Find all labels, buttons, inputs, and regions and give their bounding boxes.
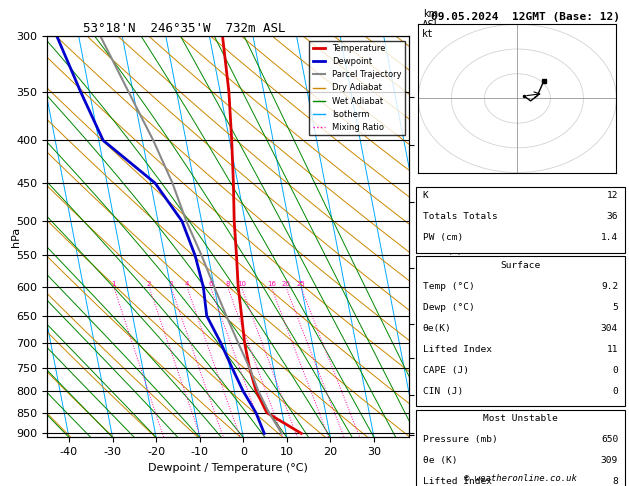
Legend: Temperature, Dewpoint, Parcel Trajectory, Dry Adiabat, Wet Adiabat, Isotherm, Mi: Temperature, Dewpoint, Parcel Trajectory… — [309, 41, 404, 135]
Text: θe (K): θe (K) — [423, 456, 457, 466]
Text: 8: 8 — [613, 477, 618, 486]
Text: 20: 20 — [281, 281, 291, 287]
Text: 9.2: 9.2 — [601, 282, 618, 291]
Text: CAPE (J): CAPE (J) — [423, 365, 469, 375]
Text: 36: 36 — [606, 212, 618, 221]
Title: 53°18'N  246°35'W  732m ASL: 53°18'N 246°35'W 732m ASL — [84, 22, 286, 35]
Bar — [416, 410, 625, 486]
Text: 6: 6 — [208, 281, 213, 287]
Text: 2: 2 — [147, 281, 151, 287]
Text: 309: 309 — [601, 456, 618, 466]
Text: 650: 650 — [601, 435, 618, 445]
Text: 11: 11 — [606, 345, 618, 354]
Text: 1.4: 1.4 — [601, 233, 618, 242]
Text: kt: kt — [422, 29, 434, 39]
Text: hPa: hPa — [11, 227, 21, 247]
Text: 4: 4 — [185, 281, 189, 287]
Text: 12: 12 — [606, 191, 618, 200]
X-axis label: Dewpoint / Temperature (°C): Dewpoint / Temperature (°C) — [148, 463, 308, 473]
Text: 304: 304 — [601, 324, 618, 333]
Text: Totals Totals: Totals Totals — [423, 212, 498, 221]
Text: 0: 0 — [613, 365, 618, 375]
Bar — [416, 257, 625, 406]
Text: 16: 16 — [267, 281, 276, 287]
Text: © weatheronline.co.uk: © weatheronline.co.uk — [464, 474, 577, 483]
Text: K: K — [423, 191, 428, 200]
Text: Most Unstable: Most Unstable — [483, 415, 558, 423]
Text: km
ASL: km ASL — [421, 9, 440, 31]
Text: 09.05.2024  12GMT (Base: 12): 09.05.2024 12GMT (Base: 12) — [431, 12, 620, 22]
Text: Surface: Surface — [501, 261, 540, 270]
Text: CIN (J): CIN (J) — [423, 387, 463, 396]
Text: 8: 8 — [225, 281, 230, 287]
Text: Mixing Ratio (g/kg): Mixing Ratio (g/kg) — [451, 251, 461, 343]
Text: PW (cm): PW (cm) — [423, 233, 463, 242]
Text: 10: 10 — [237, 281, 246, 287]
Text: 1: 1 — [111, 281, 116, 287]
Bar — [416, 187, 625, 253]
Text: Lifted Index: Lifted Index — [423, 477, 492, 486]
Text: Lifted Index: Lifted Index — [423, 345, 492, 354]
Text: 0: 0 — [613, 387, 618, 396]
Text: Dewp (°C): Dewp (°C) — [423, 303, 475, 312]
Text: Temp (°C): Temp (°C) — [423, 282, 475, 291]
Text: 5: 5 — [613, 303, 618, 312]
Text: 3: 3 — [169, 281, 173, 287]
Text: 25: 25 — [296, 281, 305, 287]
Text: Pressure (mb): Pressure (mb) — [423, 435, 498, 445]
Text: θe(K): θe(K) — [423, 324, 452, 333]
